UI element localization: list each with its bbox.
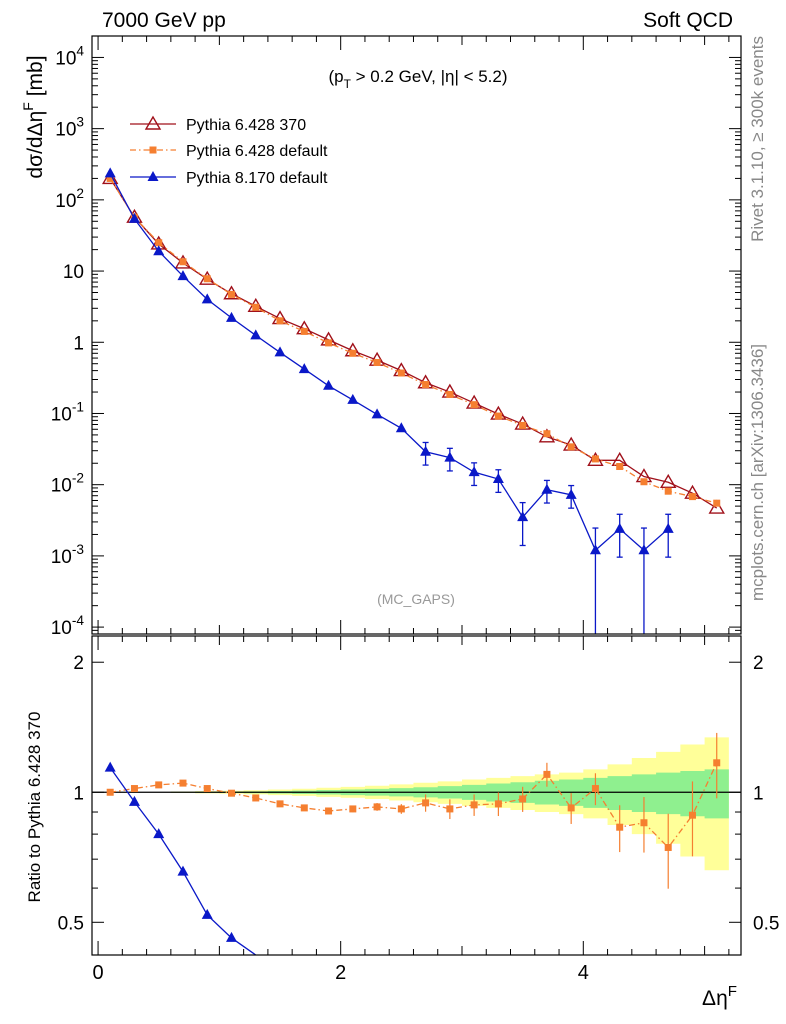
- pythia-8-170-default-point: [395, 422, 407, 433]
- pythia-6-428-default-point: [155, 781, 163, 789]
- pythia-6-428-default-point: [470, 401, 478, 409]
- pythia-8-170-default-point: [323, 379, 335, 390]
- pythia-6-428-370-point: [708, 499, 725, 514]
- pythia-6-428-default-point: [688, 493, 696, 501]
- pythia-6-428-default-line: [109, 178, 717, 504]
- pythia-8-170-default-point: [177, 270, 189, 281]
- pythia-6-428-default-point: [300, 327, 308, 335]
- side-text-rivet: Rivet 3.1.10, ≥ 300k events: [748, 36, 767, 242]
- pythia-6-428-370-line: [109, 178, 718, 509]
- header-right: Soft QCD: [643, 9, 733, 32]
- pythia-8-170-default-point: [298, 363, 310, 374]
- pythia-6-428-default-point: [325, 339, 333, 347]
- pythia-6-428-default-point: [276, 800, 284, 808]
- pythia-6-428-default-point: [155, 239, 163, 247]
- pythia-6-428-default-point: [713, 499, 721, 507]
- cut-annotation: (pT > 0.2 GeV, |η| < 5.2): [328, 67, 507, 91]
- pythia-6-428-default-point: [203, 275, 211, 283]
- pythia-8-170-default-point: [153, 828, 165, 839]
- y-tick-label: 103: [55, 115, 84, 141]
- x-tick-label: 4: [578, 962, 589, 984]
- pythia-6-428-default-point: [228, 789, 236, 797]
- pythia-6-428-default-point: [446, 390, 454, 398]
- pythia-8-170-default-point: [153, 245, 165, 256]
- y-tick-label: 102: [55, 186, 84, 212]
- pythia-8-170-default-line: [109, 173, 669, 552]
- ratio-y-tick-label: 2: [73, 653, 84, 674]
- y-tick-label: 1: [73, 333, 84, 354]
- legend-marker-pythia-6-428-default: [149, 146, 157, 154]
- ratio-panel-frame: [91, 635, 742, 956]
- legend-label-pythia-6-428-370: Pythia 6.428 370: [186, 117, 306, 134]
- pythia-6-428-default-point: [276, 317, 284, 325]
- y-tick-label: 10: [63, 262, 84, 283]
- pythia-8-170-default-point: [201, 908, 213, 919]
- pythia-8-170-default-point: [371, 408, 383, 419]
- pythia-6-428-default-point: [106, 788, 114, 796]
- uncertainty-band-inner: [98, 769, 729, 819]
- pythia-6-428-default-point: [494, 412, 502, 420]
- ratio-y-tick-label-right: 1: [753, 783, 764, 804]
- pythia-6-428-default-point: [130, 785, 138, 793]
- pythia-8-170-default-point: [104, 761, 116, 772]
- pythia-8-170-default-point: [201, 293, 213, 304]
- pythia-6-428-default-point: [591, 455, 599, 463]
- pythia-8-170-default-point: [250, 329, 262, 340]
- pythia-6-428-default-point: [543, 430, 551, 438]
- pythia-6-428-370-point: [659, 473, 677, 489]
- x-tick-label: 0: [93, 962, 104, 984]
- pythia-6-428-default-point: [252, 794, 260, 802]
- x-tick-label: 2: [335, 962, 346, 984]
- main-panel-frame: [91, 35, 742, 635]
- x-axis-title: ΔηF: [702, 983, 737, 1010]
- ratio-y-tick-label: 1: [73, 783, 84, 804]
- legend-label-pythia-6-428-default: Pythia 6.428 default: [186, 143, 328, 160]
- pythia-8-170-default-point: [226, 311, 238, 322]
- pythia-8-170-default-point: [128, 212, 140, 223]
- pythia-6-428-default-point: [106, 174, 114, 182]
- pythia-6-428-default-point: [567, 443, 575, 451]
- pythia-6-428-default-line: [110, 762, 718, 849]
- pythia-8-170-default-point: [104, 167, 116, 178]
- pythia-8-170-default-point: [274, 346, 286, 357]
- legend-label-pythia-8-170-default: Pythia 8.170 default: [186, 170, 328, 187]
- pythia-6-428-default-point: [664, 487, 672, 495]
- pythia-6-428-default-point: [373, 358, 381, 366]
- y-tick-label: 104: [55, 43, 84, 69]
- watermark: (MC_GAPS): [377, 591, 455, 607]
- side-text-mcplots: mcplots.cern.ch [arXiv:1306.3436]: [748, 344, 767, 601]
- ratio-y-tick-label-right: 2: [753, 653, 764, 674]
- pythia-6-428-default-point: [616, 463, 624, 471]
- pythia-8-170-default-point: [177, 865, 189, 876]
- y-tick-label: 10-2: [51, 471, 84, 497]
- main-panel-series: [101, 167, 725, 634]
- pythia-6-428-default-point: [203, 785, 211, 793]
- y-tick-label: 10-1: [51, 399, 84, 425]
- pythia-8-170-default-point: [226, 931, 238, 942]
- pythia-6-428-default-point: [179, 258, 187, 266]
- pythia-6-428-default-point: [519, 421, 527, 429]
- pythia-6-428-default-point: [349, 349, 357, 357]
- y-axis-title: dσ/dΔηF [mb]: [20, 55, 47, 178]
- y-tick-label: 10-4: [51, 613, 85, 639]
- pythia-6-428-default-point: [640, 478, 648, 486]
- ratio-y-tick-label-right: 0.5: [753, 913, 779, 934]
- legend-marker-pythia-6-428-370: [144, 115, 162, 130]
- pythia-6-428-default-point: [252, 303, 260, 311]
- pythia-8-170-default-point: [347, 393, 359, 404]
- pythia-6-428-default-point: [179, 779, 187, 787]
- pythia-8-170-default-point: [128, 795, 140, 806]
- ratio-y-axis-title: Ratio to Pythia 6.428 370: [25, 712, 44, 903]
- pythia-6-428-default-point: [228, 290, 236, 298]
- ratio-y-tick-label: 0.5: [58, 913, 84, 934]
- y-tick-label: 10-3: [51, 542, 84, 568]
- header-left: 7000 GeV pp: [102, 9, 226, 32]
- ratio-panel-series: [104, 732, 721, 956]
- pythia-6-428-default-point: [397, 369, 405, 377]
- pythia-6-428-default-point: [422, 381, 430, 389]
- legend-marker-pythia-8-170-default: [147, 171, 159, 181]
